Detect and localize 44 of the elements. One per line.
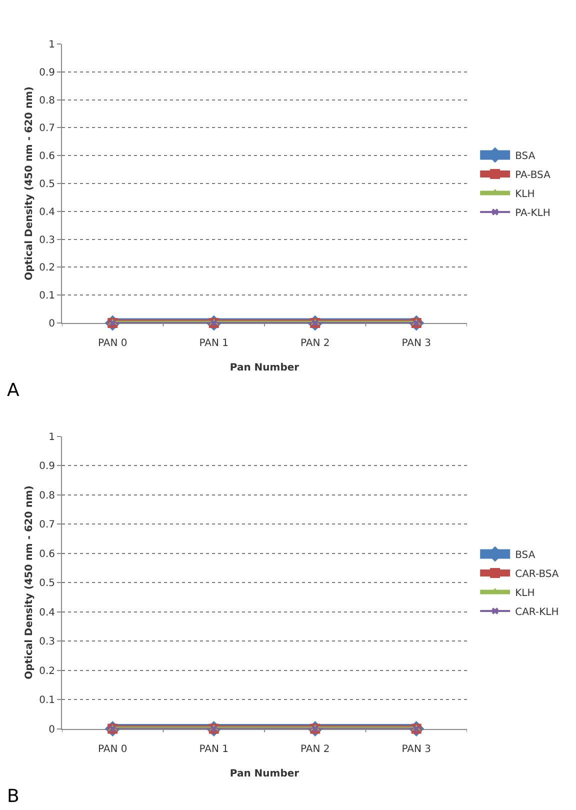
x-tick-label: PAN 3 xyxy=(402,744,432,755)
y-tick-label: 0.2 xyxy=(39,666,55,677)
x-axis-title: Pan Number xyxy=(230,768,300,780)
y-tick-label: 0.3 xyxy=(39,636,55,648)
y-tick-label: 1 xyxy=(48,40,55,50)
y-tick-label: 0.5 xyxy=(39,179,55,190)
y-tick-label: 0.7 xyxy=(39,123,55,134)
y-tick-label: 0.4 xyxy=(39,206,55,218)
y-tick-label: 0.1 xyxy=(39,290,55,302)
y-tick-label: 0.6 xyxy=(39,548,55,560)
x-tick-label: PAN 0 xyxy=(98,338,128,349)
legend-label: CAR-KLH xyxy=(515,606,559,618)
y-axis-title: Optical Density (450 nm - 620 nm) xyxy=(24,486,36,680)
x-tick-label: PAN 2 xyxy=(300,744,330,755)
x-tick-label: PAN 1 xyxy=(199,338,229,349)
y-tick-label: 0.3 xyxy=(39,234,55,246)
y-tick-label: 0.8 xyxy=(39,95,55,106)
y-tick-label: 0 xyxy=(48,724,55,736)
x-tick-label: PAN 3 xyxy=(402,338,432,349)
legend-label: PA-BSA xyxy=(515,170,551,181)
y-tick-label: 0.9 xyxy=(39,461,55,472)
legend-label: KLH xyxy=(515,588,535,599)
y-tick-label: 0.4 xyxy=(39,607,55,618)
x-tick-label: PAN 1 xyxy=(199,744,229,755)
legend-label: BSA xyxy=(515,150,536,162)
y-axis-title: Optical Density (450 nm - 620 nm) xyxy=(24,86,36,280)
y-tick-label: 0.6 xyxy=(39,151,55,162)
y-tick-label: 0.9 xyxy=(39,67,55,78)
legend-label: KLH xyxy=(515,188,535,200)
x-axis-title: Pan Number xyxy=(230,362,300,374)
y-tick-label: 0 xyxy=(48,318,55,330)
x-tick-label: PAN 2 xyxy=(300,338,330,349)
y-tick-label: 1 xyxy=(48,432,55,443)
y-tick-label: 0.5 xyxy=(39,578,55,589)
legend-label: PA-KLH xyxy=(515,208,550,219)
y-tick-label: 0.2 xyxy=(39,262,55,274)
y-tick-label: 0.8 xyxy=(39,490,55,502)
legend-label: BSA xyxy=(515,550,536,561)
y-tick-label: 0.7 xyxy=(39,520,55,530)
text: A xyxy=(7,380,20,401)
legend-label: CAR-BSA xyxy=(515,568,559,580)
y-tick-label: 0.1 xyxy=(39,695,55,706)
text: B xyxy=(7,786,20,807)
x-tick-label: PAN 0 xyxy=(98,744,128,755)
